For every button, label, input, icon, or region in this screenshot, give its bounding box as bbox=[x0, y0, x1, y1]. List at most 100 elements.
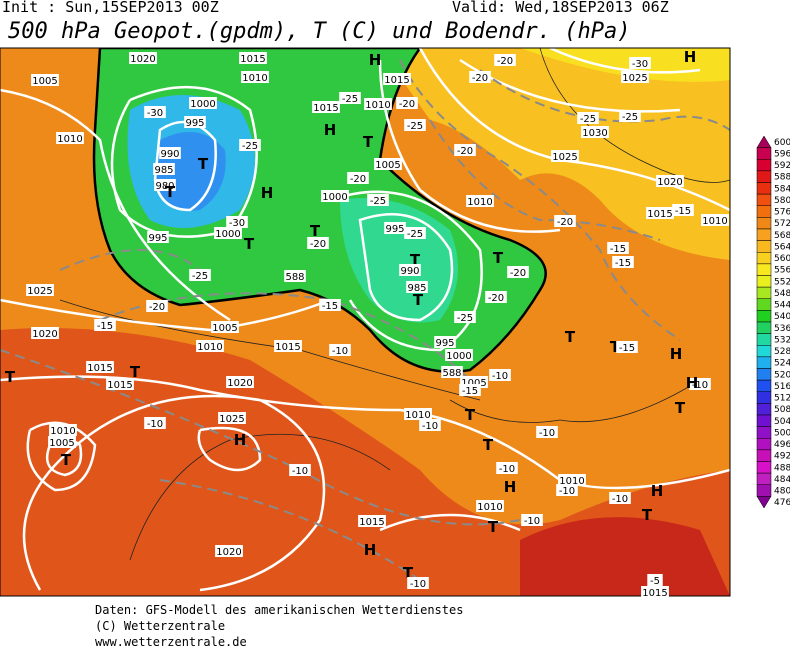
colorbar-label: 504 bbox=[774, 417, 790, 427]
colorbar-cell bbox=[756, 333, 772, 346]
temperature-label: -25 bbox=[580, 114, 596, 125]
colorbar-cell bbox=[756, 472, 772, 485]
label-box bbox=[399, 264, 421, 276]
label-box bbox=[239, 52, 267, 64]
pressure-center: T bbox=[413, 291, 424, 309]
hot-region bbox=[520, 517, 730, 596]
label-box bbox=[31, 74, 59, 86]
label-box bbox=[558, 474, 586, 486]
map-title: 500 hPa Geopot.(gpdm), T (C) und Bodendr… bbox=[8, 19, 631, 44]
colorbar-cell bbox=[756, 147, 772, 160]
isobar-label: 1015 bbox=[642, 588, 667, 599]
colorbar-cell bbox=[756, 449, 772, 462]
temperature-label: -10 bbox=[292, 466, 308, 477]
label-box bbox=[189, 269, 211, 281]
pressure-center: H bbox=[504, 478, 517, 496]
label-box bbox=[404, 227, 426, 239]
label-box bbox=[274, 340, 302, 352]
colorbar-label: 520 bbox=[774, 370, 790, 380]
temperature-label: -10 bbox=[559, 486, 575, 497]
temperature-label: -25 bbox=[457, 313, 473, 324]
label-box bbox=[556, 484, 578, 496]
colorbar-cell bbox=[756, 368, 772, 381]
pressure-center: T bbox=[610, 338, 621, 356]
colorbar-cell bbox=[756, 356, 772, 369]
label-box bbox=[476, 500, 504, 512]
isobar-label: 1015 bbox=[313, 103, 338, 114]
temperature-label: -10 bbox=[492, 371, 508, 382]
temperature-label: -20 bbox=[557, 217, 573, 228]
label-box bbox=[374, 158, 402, 170]
label-box bbox=[404, 119, 426, 131]
isobar-label: 1030 bbox=[582, 128, 607, 139]
colorbar-label: 480 bbox=[774, 487, 790, 497]
label-box bbox=[284, 270, 306, 282]
label-box bbox=[367, 194, 389, 206]
pressure-center: T bbox=[565, 328, 576, 346]
isobar-label: 1020 bbox=[216, 547, 241, 558]
label-box bbox=[218, 412, 246, 424]
colorbar-cell bbox=[756, 461, 772, 474]
isobar-label: 990 bbox=[160, 149, 179, 160]
label-box bbox=[577, 112, 599, 124]
colorbar-cell bbox=[756, 252, 772, 265]
label-box bbox=[144, 417, 166, 429]
temperature-label: -15 bbox=[675, 206, 691, 217]
temperature-label: -15 bbox=[322, 301, 338, 312]
pressure-center: T bbox=[465, 406, 476, 424]
colorbar-cap bbox=[756, 496, 772, 509]
label-box bbox=[358, 515, 386, 527]
temperature-label: -20 bbox=[457, 146, 473, 157]
label-box bbox=[31, 327, 59, 339]
temperature-label: -25 bbox=[622, 112, 638, 123]
label-box bbox=[144, 106, 166, 118]
pressure-center: T bbox=[642, 506, 653, 524]
colorbar-label: 536 bbox=[774, 324, 790, 334]
label-box bbox=[489, 369, 511, 381]
temperature-label: -25 bbox=[370, 196, 386, 207]
label-box bbox=[459, 384, 481, 396]
label-box bbox=[619, 110, 641, 122]
colorbar-label: 564 bbox=[774, 242, 790, 252]
label-box bbox=[226, 376, 254, 388]
temperature-label: -25 bbox=[342, 94, 358, 105]
pressure-center: H bbox=[234, 431, 247, 449]
temperature-label: -10 bbox=[524, 516, 540, 527]
colorbar-cell bbox=[756, 159, 772, 172]
colorbar-label: 572 bbox=[774, 219, 790, 229]
colorbar-cell bbox=[756, 310, 772, 323]
isobar-label: 1000 bbox=[190, 99, 215, 110]
colorbar-cell bbox=[756, 345, 772, 358]
isobar-label: 1005 bbox=[212, 323, 237, 334]
temperature-label: -10 bbox=[539, 428, 555, 439]
colorbar-label: 528 bbox=[774, 347, 790, 357]
temperature-label: -25 bbox=[407, 229, 423, 240]
label-box bbox=[364, 98, 392, 110]
colorbar-label: 556 bbox=[774, 266, 790, 276]
label-box bbox=[445, 349, 473, 361]
pressure-center: T bbox=[5, 368, 16, 386]
isobar-label: 1015 bbox=[275, 342, 300, 353]
label-box bbox=[56, 132, 84, 144]
colorbar-cell bbox=[756, 484, 772, 497]
colorbar-label: 600 bbox=[774, 138, 790, 148]
label-box bbox=[154, 179, 176, 191]
label-box bbox=[196, 340, 224, 352]
temperature-label: -15 bbox=[462, 386, 478, 397]
label-box bbox=[621, 71, 649, 83]
isobar-label: 1015 bbox=[359, 517, 384, 528]
pressure-center: T bbox=[165, 183, 176, 201]
temperature-label: -25 bbox=[242, 141, 258, 152]
temperature-label: -10 bbox=[612, 494, 628, 505]
pressure-center: T bbox=[410, 251, 421, 269]
colorbar-cell bbox=[756, 298, 772, 311]
colorbar-label: 592 bbox=[774, 161, 790, 171]
colorbar-label: 476 bbox=[774, 498, 790, 508]
label-box bbox=[521, 514, 543, 526]
isobar-label: 1000 bbox=[215, 229, 240, 240]
label-box bbox=[689, 378, 711, 390]
label-box bbox=[612, 256, 634, 268]
label-box bbox=[441, 366, 463, 378]
colorbar-cell bbox=[756, 170, 772, 183]
